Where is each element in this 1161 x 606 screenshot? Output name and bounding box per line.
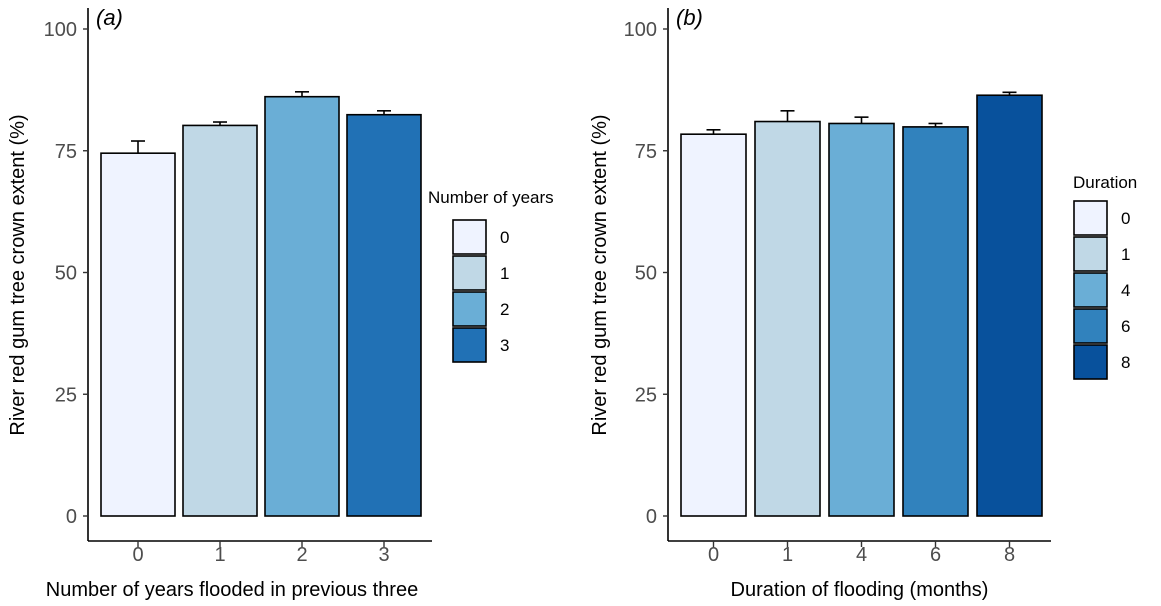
y-tick-label: 75 (55, 141, 77, 163)
legend-swatch (452, 291, 487, 327)
x-tick-label: 8 (1004, 544, 1015, 566)
x-tick-label: 1 (214, 544, 225, 566)
bar (828, 122, 895, 517)
x-tick-label: 1 (782, 544, 793, 566)
bar (264, 95, 340, 517)
y-tick-label: 25 (635, 384, 657, 406)
legend-title: Number of years (428, 188, 554, 207)
x-tick-label: 2 (296, 544, 307, 566)
legend: Duration 0 1 4 6 8 (1073, 173, 1137, 380)
bar (976, 94, 1043, 517)
y-axis-title: River red gum tree crown extent (%) (7, 114, 29, 435)
legend-label: 6 (1121, 317, 1130, 336)
legend-swatch (1073, 308, 1108, 344)
legend-label: 1 (500, 264, 509, 283)
x-tick-label: 0 (708, 544, 719, 566)
legend-label: 2 (500, 300, 509, 319)
bar (902, 126, 969, 517)
y-tick-label: 75 (635, 141, 657, 163)
legend: Number of years 0 1 2 3 (428, 188, 554, 363)
legend-swatch (452, 255, 487, 291)
y-tick-label: 0 (66, 506, 77, 528)
bar (680, 133, 747, 517)
x-tick-label: 0 (132, 544, 143, 566)
y-tick-label: 50 (635, 263, 657, 285)
x-axis-title: Number of years flooded in previous thre… (46, 579, 418, 601)
legend-swatch (1073, 200, 1108, 236)
legend-label: 1 (1121, 245, 1130, 264)
y-tick-label: 50 (55, 263, 77, 285)
legend-label: 3 (500, 336, 509, 355)
legend-swatch (452, 327, 487, 363)
x-tick-label: 3 (378, 544, 389, 566)
bar (346, 113, 422, 517)
bar (182, 124, 258, 517)
bar (754, 120, 821, 517)
legend-label: 0 (500, 228, 509, 247)
legend-swatch (1073, 236, 1108, 272)
legend-swatch (1073, 344, 1108, 380)
x-axis-title: Duration of flooding (months) (731, 579, 989, 601)
legend-swatch (452, 219, 487, 255)
y-tick-label: 0 (646, 506, 657, 528)
x-tick-label: 4 (856, 544, 867, 566)
legend-label: 4 (1121, 281, 1130, 300)
y-axis-title: River red gum tree crown extent (%) (589, 114, 611, 435)
legend-label: 0 (1121, 209, 1130, 228)
bar (100, 152, 176, 517)
panel-label: (b) (676, 5, 703, 30)
y-tick-label: 100 (624, 19, 657, 41)
legend-swatch (1073, 272, 1108, 308)
legend-label: 8 (1121, 353, 1130, 372)
legend-title: Duration (1073, 173, 1137, 192)
panel-label: (a) (96, 5, 123, 30)
y-tick-label: 25 (55, 384, 77, 406)
x-tick-label: 6 (930, 544, 941, 566)
y-tick-label: 100 (44, 19, 77, 41)
